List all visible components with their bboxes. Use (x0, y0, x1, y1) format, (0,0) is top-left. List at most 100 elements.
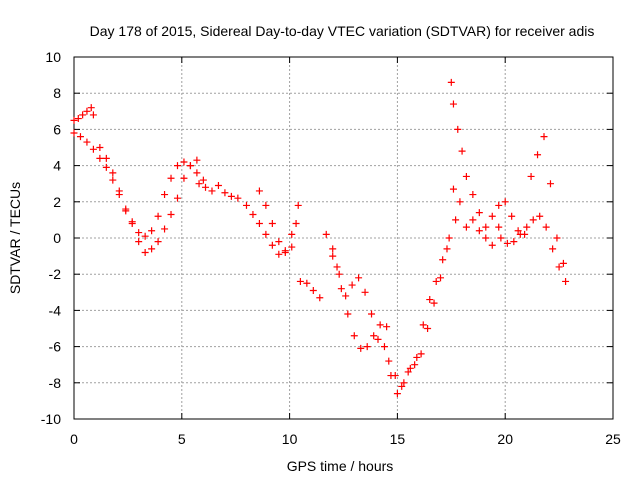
data-point (391, 372, 399, 380)
data-point (553, 234, 561, 242)
data-point (426, 296, 434, 304)
data-point (329, 245, 337, 253)
series-track-j (497, 212, 570, 285)
data-point (242, 201, 250, 209)
data-point (342, 292, 350, 300)
data-point (173, 194, 181, 202)
data-point (214, 182, 222, 190)
data-point (296, 277, 304, 285)
series-track-e (296, 230, 391, 352)
x-tick-label: 0 (70, 431, 78, 447)
data-point (439, 256, 447, 264)
data-point (527, 172, 535, 180)
data-point (555, 263, 563, 271)
data-point (350, 332, 358, 340)
x-tick-label: 25 (605, 431, 621, 447)
data-point (495, 223, 503, 231)
data-point (516, 230, 524, 238)
x-tick-label: 10 (282, 431, 298, 447)
data-point (87, 104, 95, 112)
data-point (383, 323, 391, 331)
data-point (458, 147, 466, 155)
data-point (180, 158, 188, 166)
data-point (419, 321, 427, 329)
data-point (316, 294, 324, 302)
data-point (288, 243, 296, 251)
data-point (322, 230, 330, 238)
data-point (193, 169, 201, 177)
y-tick-label: 0 (53, 230, 61, 246)
y-tick-label: -6 (49, 339, 62, 355)
data-point (70, 116, 78, 124)
data-point (361, 288, 369, 296)
data-point (102, 154, 110, 162)
y-tick-label: 4 (53, 158, 61, 174)
data-point (404, 368, 412, 376)
data-point (357, 344, 365, 352)
data-point (333, 263, 341, 271)
data-point (449, 100, 457, 108)
data-point (180, 174, 188, 182)
data-point (268, 220, 276, 228)
data-point (255, 187, 263, 195)
series-track-i (449, 133, 567, 267)
data-point (562, 277, 570, 285)
data-point (445, 234, 453, 242)
data-point (154, 238, 162, 246)
data-point (74, 115, 82, 123)
data-point (135, 238, 143, 246)
data-point (497, 234, 505, 242)
data-point (469, 216, 477, 224)
data-point (79, 111, 87, 119)
data-point (292, 220, 300, 228)
series-track-f (329, 216, 460, 398)
series-track-b (70, 104, 201, 256)
data-point (454, 125, 462, 133)
y-tick-label: 6 (53, 121, 61, 137)
data-point (546, 180, 554, 188)
data-point (443, 245, 451, 253)
tick-label-layer: 0 5 10 15 20 25 -10 -8 -6 -4 -2 0 2 4 6 8 10 (41, 49, 621, 447)
data-point (154, 212, 162, 220)
data-point (447, 78, 455, 86)
data-point (89, 145, 97, 153)
data-point (148, 245, 156, 253)
data-point (536, 212, 544, 220)
data-point (337, 285, 345, 293)
data-point (437, 274, 445, 282)
x-axis-label: GPS time / hours (287, 458, 394, 474)
data-point (503, 239, 511, 247)
data-point (83, 107, 91, 115)
data-point (249, 210, 257, 218)
data-point (199, 176, 207, 184)
data-point (400, 379, 408, 387)
data-point (406, 364, 414, 372)
data-point (482, 223, 490, 231)
y-tick-label: -4 (49, 302, 62, 318)
data-point (380, 343, 388, 351)
x-tick-label: 5 (178, 431, 186, 447)
data-point (370, 332, 378, 340)
data-point (363, 343, 371, 351)
data-point (96, 154, 104, 162)
data-point (534, 151, 542, 159)
data-point (262, 230, 270, 238)
y-tick-label: 2 (53, 194, 61, 210)
data-point (122, 205, 130, 213)
data-point (417, 350, 425, 358)
series-track-d (255, 187, 300, 256)
data-point (475, 209, 483, 217)
data-point (529, 216, 537, 224)
data-point (109, 176, 117, 184)
data-point (255, 220, 263, 228)
data-point (523, 223, 531, 231)
series-track-h (447, 78, 503, 249)
data-point (508, 212, 516, 220)
data-point (374, 335, 382, 343)
data-point (456, 198, 464, 206)
data-point (514, 227, 522, 235)
data-point (193, 156, 201, 164)
data-point (161, 191, 169, 199)
tick-layer (73, 56, 614, 420)
